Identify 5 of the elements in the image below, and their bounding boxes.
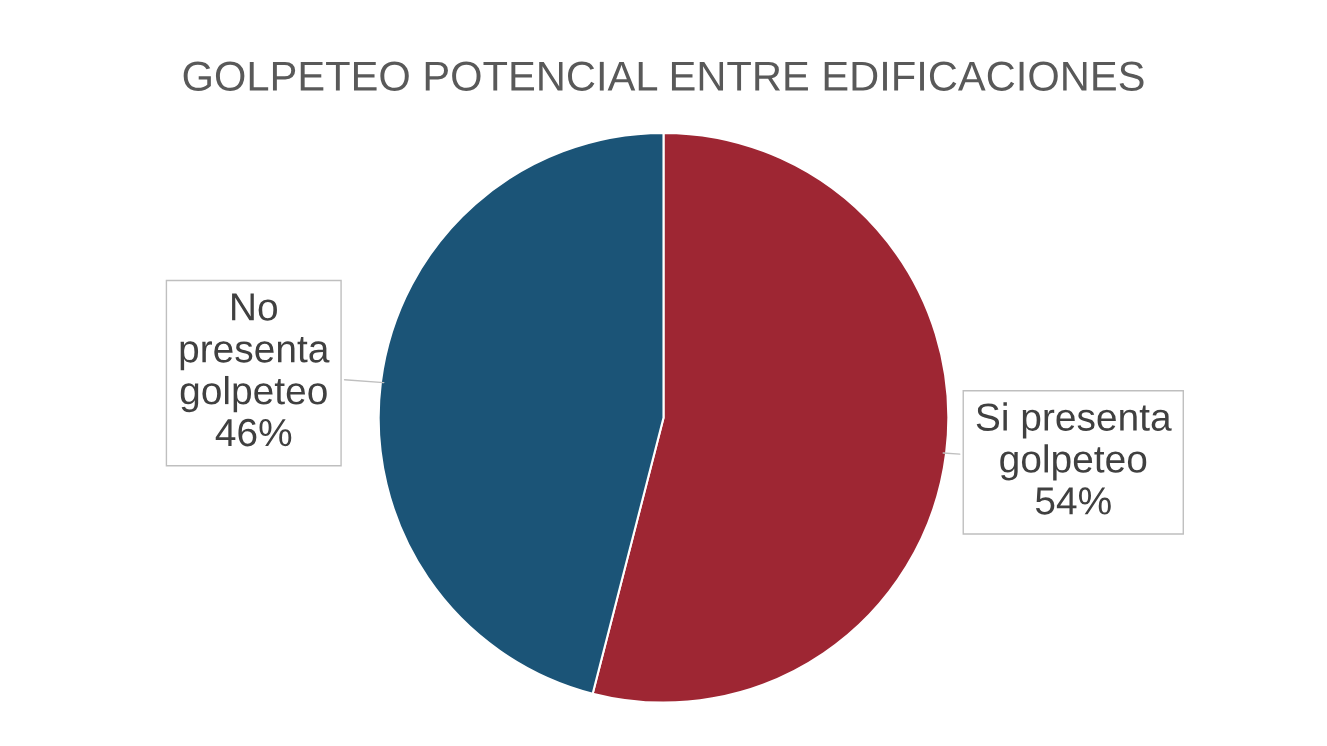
data-label: 54% <box>1035 487 1111 515</box>
data-label: 46% <box>215 418 292 447</box>
chart-title: GOLPETEO POTENCIAL ENTRE EDIFICACIONES <box>183 61 1144 91</box>
slice-label: Si presenta golpeteo <box>976 402 1172 481</box>
slice-label: No presenta golpeteo <box>180 293 330 413</box>
